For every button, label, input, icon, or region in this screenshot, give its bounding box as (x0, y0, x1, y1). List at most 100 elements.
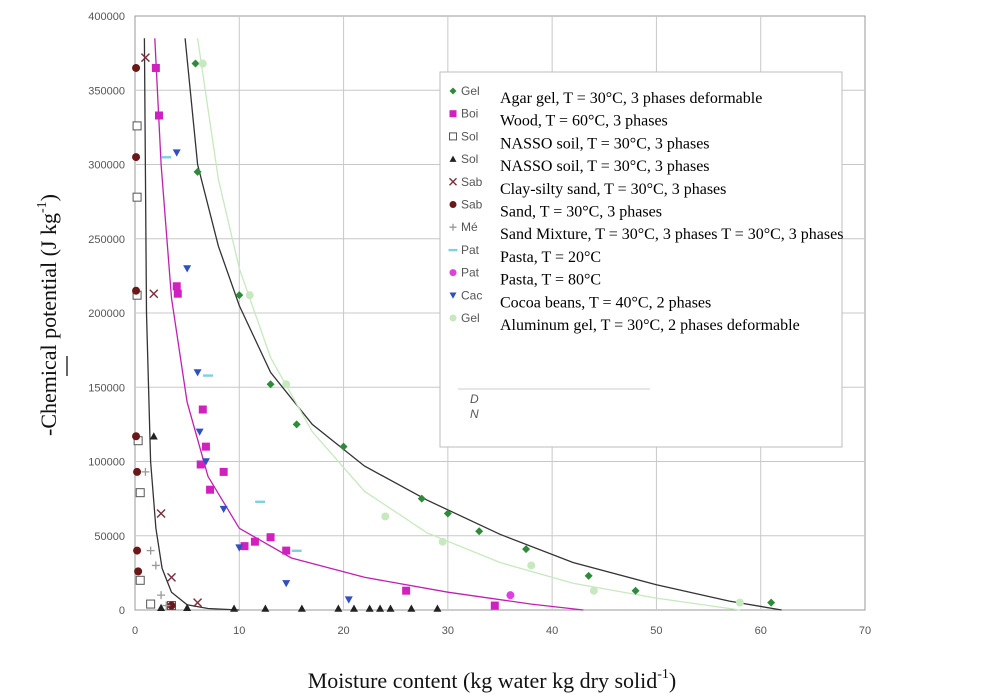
x-tick-label: 20 (337, 625, 349, 637)
legend-marker (449, 132, 457, 141)
y-axis-ticks: 0 50000 100000 150000 200000 250000 300000 3500… (88, 11, 125, 617)
data-point (767, 598, 776, 607)
x-tick-label: 10 (233, 625, 245, 637)
data-point (255, 500, 266, 503)
data-point (584, 571, 593, 580)
data-point (132, 192, 142, 202)
data-point (193, 369, 202, 377)
x-axis-ticks: 0 10 20 30 40 50 60 70 (132, 625, 871, 637)
data-point (135, 575, 145, 585)
data-point (173, 289, 182, 298)
data-point (198, 405, 207, 414)
data-point (167, 601, 176, 610)
data-point (172, 282, 181, 291)
legend-short-label: Sab (461, 198, 483, 212)
legend-entry: Sand Mixture, T = 30°C, 3 phases T = 30°… (500, 226, 843, 243)
data-point (157, 603, 166, 611)
data-point (140, 53, 150, 63)
data-point (527, 561, 536, 570)
x-tick-label: 0 (132, 625, 138, 637)
data-point (522, 545, 531, 554)
data-point (266, 533, 275, 542)
data-point (235, 291, 244, 300)
y-tick-label: 250000 (88, 234, 125, 246)
x-tick-label: 30 (442, 625, 454, 637)
legend-marker (449, 87, 457, 95)
data-point (132, 121, 142, 131)
legend-short-label: Cac (461, 288, 482, 302)
data-point (386, 604, 395, 612)
y-axis-title-close: ) (36, 194, 61, 201)
x-tick-label: 60 (755, 625, 767, 637)
data-point (735, 598, 744, 607)
data-point (344, 596, 353, 604)
data-point (149, 432, 158, 440)
data-point (407, 604, 416, 612)
data-point (172, 149, 181, 157)
data-point (381, 512, 390, 521)
data-point (631, 586, 640, 595)
legend-short-label: Sol (461, 129, 478, 143)
data-point (154, 111, 163, 120)
data-point (198, 59, 207, 68)
legend-entry: Pasta, T = 20°C (500, 249, 601, 266)
y-tick-label: 0 (119, 605, 125, 617)
legend-marker (449, 110, 457, 118)
data-point (146, 599, 156, 609)
data-point (206, 485, 215, 494)
y-axis-title-sup: -1 (35, 201, 50, 213)
data-point (193, 598, 203, 608)
data-point (156, 508, 166, 518)
data-point (282, 380, 291, 389)
legend-entry: Clay-silty sand, T = 30°C, 3 phases (500, 181, 726, 198)
data-point (443, 509, 452, 518)
legend-entry: Aluminum gel, T = 30°C, 2 phases deforma… (500, 317, 800, 334)
legend-entry: Sand, T = 30°C, 3 phases (500, 204, 662, 221)
data-point (282, 580, 291, 588)
y-tick-label: 300000 (88, 160, 125, 172)
data-point (297, 604, 306, 612)
legend-entry: Agar gel, T = 30°C, 3 phases deformable (500, 90, 762, 107)
data-point (475, 527, 484, 536)
data-point (506, 591, 515, 600)
y-axis-title-main: -Chemical potential (J kg (36, 213, 61, 436)
data-points (132, 53, 776, 612)
data-point (133, 546, 142, 555)
legend-short-label: Pat (461, 266, 480, 280)
data-point (250, 537, 259, 546)
data-point (196, 460, 205, 469)
legend-entry: NASSO soil, T = 30°C, 3 phases (500, 135, 710, 152)
data-point (292, 420, 301, 429)
legend-note-line-1: D (470, 392, 479, 406)
data-point (203, 374, 213, 377)
legend-entry: NASSO soil, T = 30°C, 3 phases (500, 158, 710, 175)
legend-short-label: Gel (461, 84, 480, 98)
legend-marker (448, 248, 458, 252)
y-tick-label: 200000 (88, 308, 125, 320)
data-point (589, 586, 598, 595)
x-tick-label: 50 (650, 625, 662, 637)
data-point (235, 544, 244, 552)
data-point (261, 604, 270, 612)
data-point (132, 286, 141, 295)
data-point (193, 167, 202, 176)
data-point (132, 63, 141, 72)
legend-marker (449, 177, 457, 186)
data-point (132, 432, 141, 441)
data-point (134, 567, 143, 576)
data-point (230, 604, 239, 612)
legend-short-label: Mé (461, 220, 478, 234)
fit-curve (143, 38, 240, 611)
legend-box (439, 71, 843, 448)
data-point (219, 467, 228, 476)
data-point (245, 291, 254, 300)
data-point (161, 156, 172, 159)
x-axis-title: Moisture content (kg water kg dry solid-… (308, 667, 677, 693)
data-point (240, 542, 249, 551)
data-point (282, 546, 291, 555)
legend-entry: Wood, T = 60°C, 3 phases (500, 113, 668, 130)
legend-marker (449, 314, 457, 322)
data-point (219, 505, 228, 514)
data-point (201, 458, 210, 466)
data-point (490, 601, 499, 610)
